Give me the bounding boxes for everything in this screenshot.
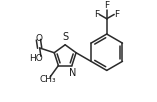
Text: N: N	[69, 68, 77, 78]
Text: S: S	[62, 32, 68, 42]
Text: F: F	[94, 10, 99, 19]
Text: F: F	[104, 1, 109, 10]
Text: O: O	[35, 34, 42, 43]
Text: F: F	[114, 10, 119, 19]
Text: CH₃: CH₃	[40, 75, 57, 84]
Text: HO: HO	[29, 54, 43, 63]
